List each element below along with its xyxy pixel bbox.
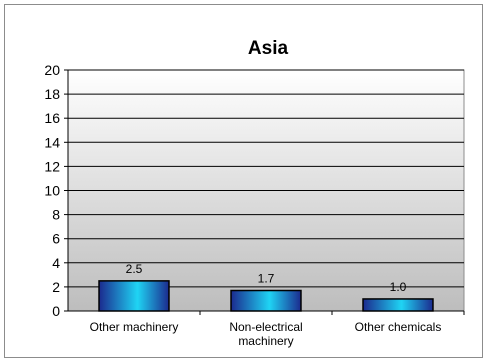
- y-tick-label: 4: [52, 255, 60, 271]
- x-tick-label: Other machinery: [90, 320, 179, 334]
- bar: [362, 298, 434, 312]
- y-tick-label: 18: [44, 86, 60, 102]
- data-label: 1.7: [258, 272, 275, 286]
- y-tick-label: 10: [44, 183, 60, 199]
- bar: [230, 289, 302, 312]
- y-tick-label: 2: [52, 279, 60, 295]
- data-label: 2.5: [126, 262, 143, 276]
- y-tick-label: 12: [44, 158, 60, 174]
- y-tick-label: 6: [52, 231, 60, 247]
- bar: [98, 280, 170, 312]
- data-label: 1.0: [390, 280, 407, 294]
- y-tick-label: 20: [44, 62, 60, 78]
- y-tick-label: 8: [52, 207, 60, 223]
- chart-title: Asia: [248, 38, 289, 59]
- y-tick-label: 14: [44, 134, 60, 150]
- y-tick-label: 16: [44, 110, 60, 126]
- y-tick-label: 0: [52, 303, 60, 319]
- x-tick-label: Non-electrical: [229, 320, 302, 334]
- y-axis-ticks: 0 2 4 6 8 10 12 14 16 18 20: [44, 62, 68, 319]
- bars: [98, 280, 434, 312]
- bar-chart: Asia 0 2 4 6 8 10 12 14 16 18 20 2.5 1.7 1.0 Other m…: [44, 38, 465, 348]
- chart-frame: Asia 0 2 4 6 8 10 12 14 16 18 20 2.5 1.7 1.0 Other m…: [4, 4, 483, 358]
- x-tick-label: machinery: [238, 334, 293, 348]
- x-tick-label: Other chemicals: [355, 320, 442, 334]
- data-labels: 2.5 1.7 1.0: [126, 262, 407, 294]
